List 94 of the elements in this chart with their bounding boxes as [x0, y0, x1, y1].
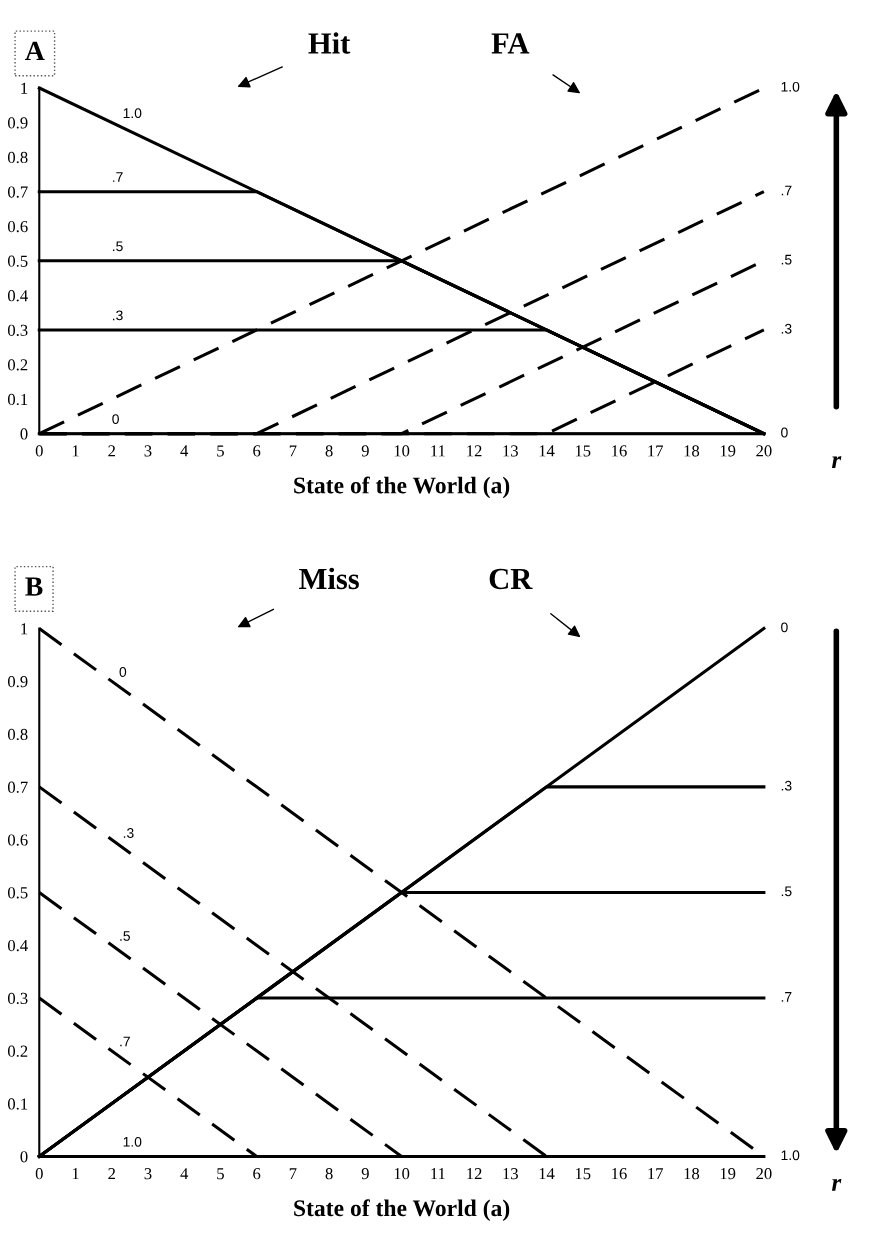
y-tick-label: 0.3	[7, 324, 28, 336]
y-tick-label: 0	[20, 1151, 28, 1163]
x-tick-label: 4	[180, 1168, 189, 1180]
annotation: .3	[781, 323, 792, 334]
x-tick-label: 20	[756, 1168, 772, 1180]
y-tick-label: 1	[21, 623, 28, 635]
x-tick-label: 12	[467, 1168, 482, 1180]
text: r	[831, 456, 842, 468]
annotation: 0	[119, 667, 127, 677]
annotation: .7	[120, 1036, 130, 1047]
x-tick-label: 2	[108, 1168, 115, 1180]
y-tick-label: 0.9	[7, 117, 28, 129]
y-tick-label: 0.1	[7, 1098, 28, 1110]
text: Miss	[299, 567, 359, 590]
annotation: .7	[781, 185, 792, 196]
x-axis-title: State of the World (a)	[294, 1199, 510, 1221]
annotation: .7	[781, 992, 792, 1002]
y-tick-label: 0.5	[7, 887, 28, 899]
annotation: .5	[781, 254, 792, 265]
x-tick-label: 15	[575, 1168, 591, 1180]
x-tick-label: 0	[35, 1168, 43, 1180]
y-tick-label: 0.9	[7, 675, 28, 688]
text: FA	[491, 33, 530, 54]
annotation: 1.0	[123, 1136, 142, 1147]
x-tick-label: 0	[35, 445, 43, 457]
x-tick-label: 18	[684, 1168, 700, 1180]
y-tick-label: 0.3	[7, 992, 28, 1005]
x-tick-label: 12	[467, 445, 482, 457]
y-tick-label: 0.8	[7, 728, 28, 741]
x-tick-label: 1	[72, 1168, 79, 1180]
x-tick-label: 8	[325, 445, 333, 457]
x-tick-label: 18	[684, 445, 700, 457]
x-tick-label: 5	[217, 445, 224, 457]
x-tick-label: 3	[144, 1168, 152, 1180]
text: Hit	[308, 32, 351, 54]
x-tick-label: 7	[289, 1168, 297, 1180]
x-tick-label: 10	[394, 445, 410, 457]
x-tick-label: 8	[325, 1168, 333, 1180]
x-tick-label: 14	[539, 1168, 555, 1180]
y-tick-label: 0.6	[7, 220, 28, 233]
y-tick-label: 0.4	[7, 290, 28, 302]
annotation: .7	[113, 172, 123, 182]
y-tick-label: 0.4	[7, 939, 28, 952]
annotation: 1.0	[781, 1150, 800, 1161]
y-tick-label: 1	[21, 82, 28, 94]
x-tick-label: 2	[108, 445, 115, 457]
annotation: 1.0	[781, 81, 800, 92]
x-tick-label: 15	[575, 445, 591, 457]
y-tick-label: 0.6	[7, 834, 28, 846]
x-tick-label: 10	[394, 1168, 410, 1180]
y-tick-label: 0	[20, 428, 28, 440]
y-tick-label: 0.1	[7, 393, 28, 406]
annotation: 0	[781, 622, 788, 633]
annotation: 1.0	[123, 108, 142, 119]
annotation: .5	[120, 931, 130, 941]
y-tick-label: 0.7	[7, 781, 28, 793]
x-tick-label: 14	[539, 445, 555, 457]
x-tick-label: 17	[648, 445, 664, 457]
x-tick-label: 3	[144, 445, 152, 457]
x-tick-label: 13	[503, 445, 518, 457]
x-tick-label: 5	[217, 1168, 224, 1180]
chart-title: A	[25, 41, 45, 61]
x-tick-label: 16	[612, 445, 627, 457]
x-axis-title: State of the World (a)	[294, 476, 510, 499]
x-tick-label: 13	[503, 1168, 518, 1180]
x-tick-label: 6	[253, 445, 261, 457]
annotation: .3	[781, 780, 792, 791]
y-tick-label: 0.5	[7, 255, 28, 267]
x-tick-label: 9	[361, 1168, 369, 1180]
annotation: .3	[123, 828, 134, 838]
x-tick-label: 20	[756, 445, 772, 457]
x-tick-label: 11	[431, 1168, 445, 1180]
x-tick-label: 17	[648, 1168, 664, 1180]
x-tick-label: 7	[289, 445, 297, 457]
y-tick-label: 0.2	[7, 359, 28, 371]
annotation: .5	[113, 241, 123, 252]
annotation: .3	[113, 310, 123, 321]
x-tick-label: 19	[720, 1168, 736, 1180]
x-tick-label: 4	[180, 445, 189, 457]
annotation: 0	[781, 427, 788, 438]
annotation: .5	[781, 886, 792, 897]
x-tick-label: 6	[253, 1168, 261, 1180]
x-tick-label: 19	[720, 445, 736, 457]
x-tick-label: 16	[612, 1168, 627, 1180]
x-tick-label: 1	[72, 445, 79, 457]
y-tick-label: 0.7	[7, 186, 28, 198]
text: CR	[489, 568, 533, 590]
y-tick-label: 0.8	[7, 151, 28, 164]
y-tick-label: 0.2	[7, 1045, 28, 1057]
x-tick-label: 11	[431, 445, 445, 457]
text: r	[831, 1178, 842, 1191]
chart-title: B	[25, 577, 43, 596]
annotation: 0	[112, 414, 119, 424]
x-tick-label: 9	[361, 445, 369, 457]
